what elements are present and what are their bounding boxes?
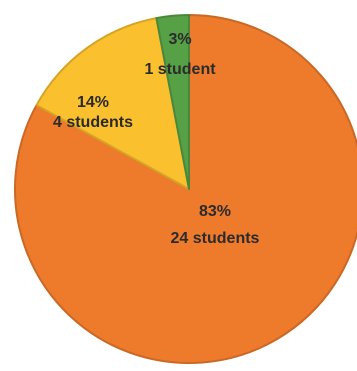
- pie-slice-2: [35, 17, 190, 190]
- slices: [13, 14, 357, 364]
- slice-2-percent-label: 14%: [77, 94, 109, 111]
- slice-3-count-label: 1 student: [144, 61, 216, 78]
- slice-3-percent-label: 3%: [168, 31, 191, 48]
- slice-1-count-label: 24 students: [171, 230, 260, 247]
- slice-2-count-label: 4 students: [53, 114, 133, 131]
- pie-slice-1: [13, 14, 357, 364]
- pie-slice-3: [155, 14, 190, 190]
- slice-1-percent-label: 83%: [199, 203, 231, 220]
- data-labels: 83% 24 students 14% 4 students 3% 1 student: [53, 31, 260, 247]
